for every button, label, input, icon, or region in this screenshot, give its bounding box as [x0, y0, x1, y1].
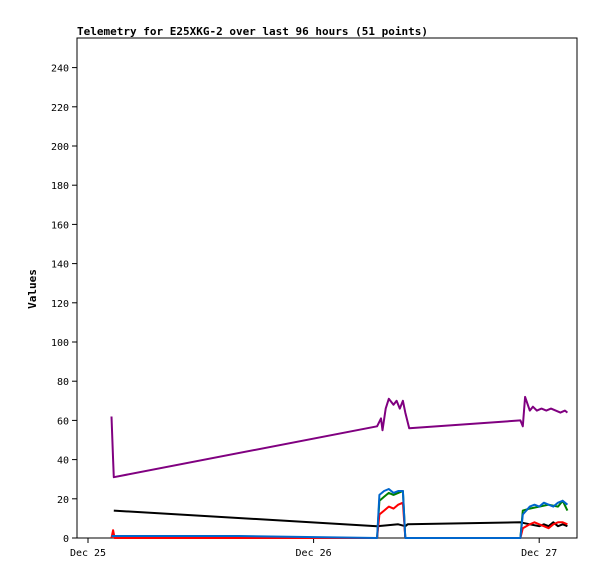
y-tick-label: 120 — [51, 299, 69, 310]
series-line-4 — [110, 501, 568, 539]
series-line-1 — [110, 395, 569, 479]
y-tick-label: 40 — [57, 456, 69, 467]
y-tick-label: 20 — [57, 495, 69, 506]
y-axis-label: Values — [26, 269, 39, 309]
y-axis-ticks: 0 20 40 60 80 100 120 140 160 180 200 220 240 — [51, 64, 77, 545]
series-line-5 — [111, 488, 569, 539]
plot-frame — [76, 37, 578, 539]
x-tick-label: Dec 25 — [70, 548, 106, 559]
y-tick-label: 180 — [51, 181, 69, 192]
y-tick-label: 100 — [51, 338, 69, 349]
y-tick-label: 0 — [63, 534, 69, 545]
chart-title: Telemetry for E25XKG-2 over last 96 hour… — [77, 25, 428, 38]
x-tick-label: Dec 26 — [296, 548, 332, 559]
series-layer — [110, 395, 569, 539]
y-tick-label: 80 — [57, 377, 69, 388]
y-tick-label: 220 — [51, 103, 69, 114]
y-tick-label: 60 — [57, 416, 69, 427]
y-tick-label: 140 — [51, 260, 69, 271]
series-line-2 — [113, 509, 568, 528]
x-tick-label: Dec 27 — [521, 548, 557, 559]
x-axis-ticks: Dec 25 Dec 26 Dec 27 — [70, 538, 557, 559]
y-tick-label: 240 — [51, 64, 69, 75]
y-tick-label: 160 — [51, 220, 69, 231]
y-tick-label: 200 — [51, 142, 69, 153]
